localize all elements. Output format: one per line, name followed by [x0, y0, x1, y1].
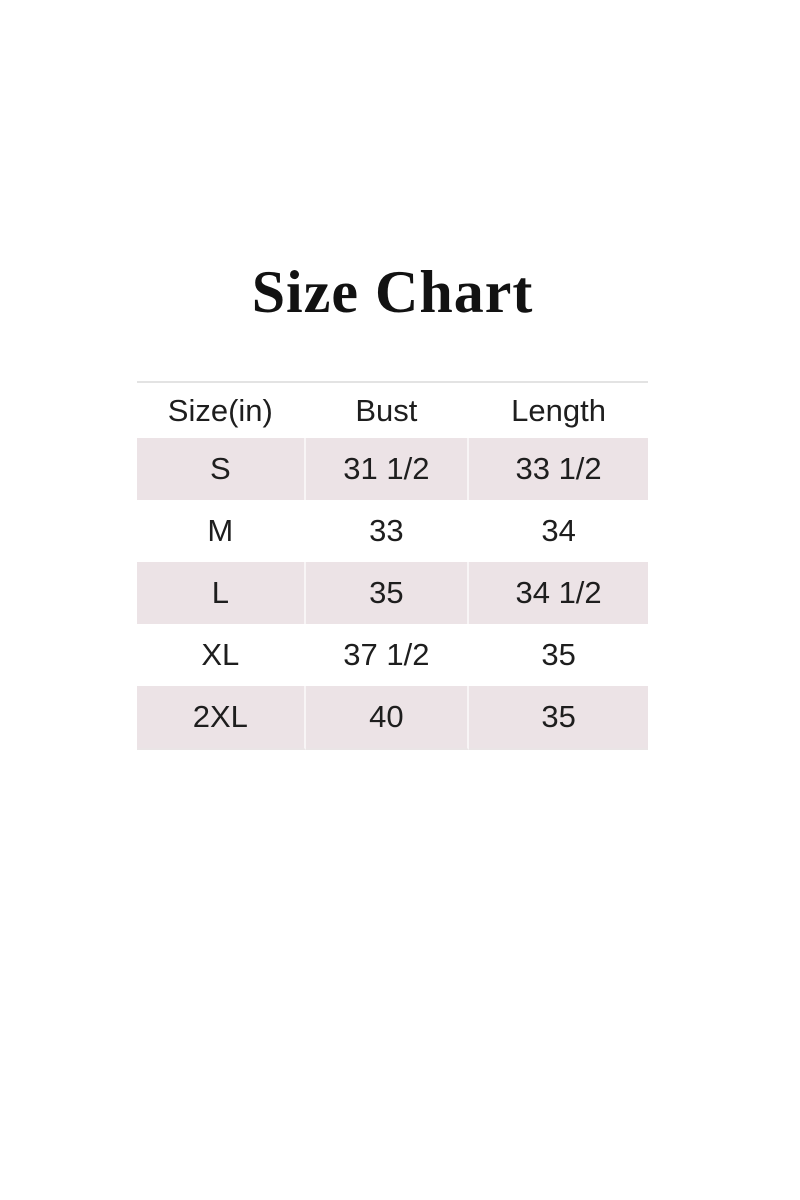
length-cell: 33 1/2 — [469, 438, 648, 500]
size-cell: XL — [137, 624, 306, 686]
length-cell: 34 1/2 — [469, 562, 648, 624]
column-header-length: Length — [469, 383, 648, 438]
size-chart-table: Size(in) Bust Length S 31 1/2 33 1/2 M 33 34 L… — [137, 381, 648, 750]
size-cell: L — [137, 562, 306, 624]
table-row: XL 37 1/2 35 — [137, 624, 648, 686]
size-cell: 2XL — [137, 686, 306, 750]
header-row: Size(in) Bust Length — [137, 383, 648, 438]
length-cell: 34 — [541, 513, 576, 548]
table-row: 2XL 40 35 — [137, 686, 648, 750]
bust-cell: 35 — [305, 562, 470, 624]
column-header-size: Size(in) — [137, 383, 306, 438]
column-header-bust: Bust — [305, 383, 470, 438]
length-cell: 35 — [469, 686, 648, 750]
size-cell: M — [137, 500, 306, 562]
bust-cell: 40 — [305, 686, 470, 750]
bust-cell: 33 — [306, 500, 470, 562]
bust-cell: 37 1/2 — [306, 624, 470, 686]
length-cell: 35 — [541, 637, 576, 672]
table-row: L 35 34 1/2 — [137, 562, 648, 624]
size-cell: S — [137, 438, 306, 500]
page-title: Size Chart — [251, 259, 534, 325]
bust-cell: 31 1/2 — [305, 438, 470, 500]
table-row: M 33 34 — [137, 500, 648, 562]
size-table-body: S 31 1/2 33 1/2 M 33 34 L 35 34 1/2 XL 37 1/2 35 2XL… — [137, 438, 648, 750]
table-row: S 31 1/2 33 1/2 — [137, 438, 648, 500]
size-table-header: Size(in) Bust Length — [137, 383, 648, 438]
